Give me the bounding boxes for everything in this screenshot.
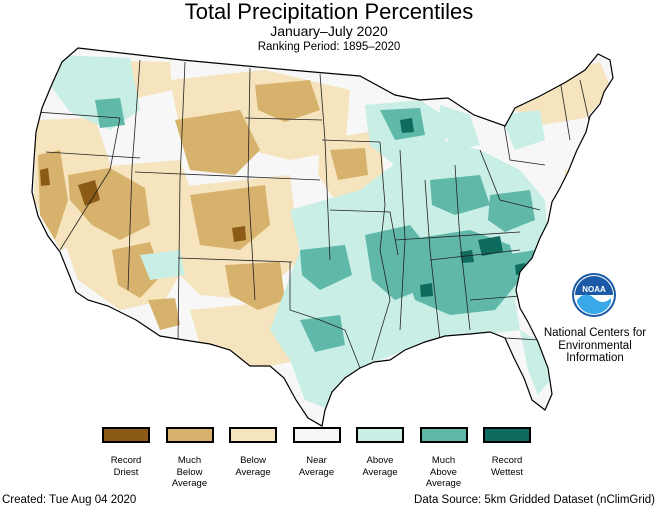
map-title: Total Precipitation Percentiles	[184, 0, 474, 24]
legend-label: Above Average	[362, 455, 398, 478]
legend-swatch	[419, 427, 468, 443]
legend-label: Record Driest	[110, 455, 142, 478]
svg-text:NOAA: NOAA	[582, 285, 606, 294]
legend-swatch	[292, 427, 341, 443]
legend-swatch	[229, 427, 277, 443]
legend-label: Record Wettest	[490, 455, 524, 478]
noaa-logo-icon: NOAA	[572, 273, 616, 317]
legend-label: Much Below Average	[171, 455, 208, 489]
legend-swatch	[356, 427, 404, 443]
created-date: Created: Tue Aug 04 2020	[2, 494, 137, 506]
legend-swatch	[483, 427, 531, 443]
map-subtitle: January–July 2020	[270, 23, 388, 39]
noaa-organization-name: National Centers for Environmental Infor…	[543, 327, 647, 364]
state-boundaries	[35, 59, 591, 369]
data-source: Data Source: 5km Gridded Dataset (nClimG…	[414, 494, 655, 506]
legend-swatch	[102, 427, 150, 443]
legend-label: Much Above Average	[425, 455, 462, 489]
legend-label: Near Average	[298, 455, 335, 478]
ranking-period: Ranking Period: 1895–2020	[257, 41, 401, 53]
legend-swatch	[165, 427, 214, 443]
legend-label: Below Average	[235, 455, 271, 478]
precipitation-patches	[34, 55, 612, 408]
